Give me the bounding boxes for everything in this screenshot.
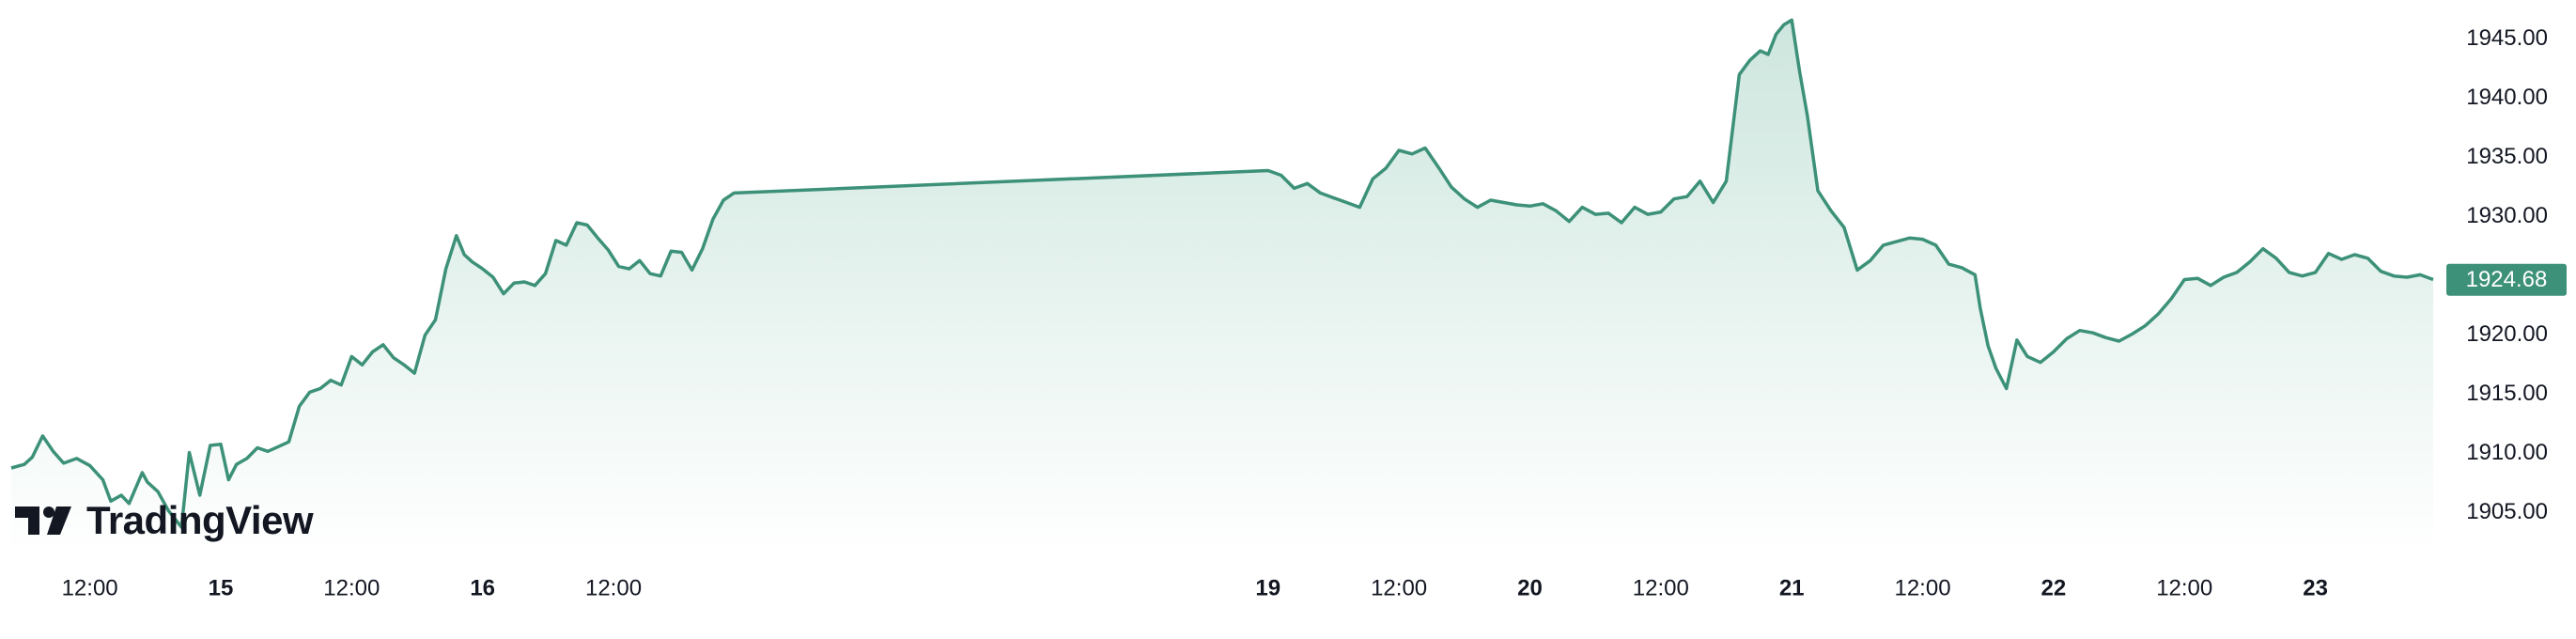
y-tick-label: 1910.00 [2466, 440, 2548, 465]
x-tick-label: 12:00 [62, 575, 118, 600]
x-tick-label: 22 [2041, 575, 2067, 600]
x-tick-label: 12:00 [585, 575, 642, 600]
x-tick-label: 12:00 [2156, 575, 2212, 600]
y-tick-label: 1920.00 [2466, 321, 2548, 347]
x-tick-label: 21 [1779, 575, 1805, 600]
brand-name: TradingView [86, 498, 314, 542]
x-tick-label: 15 [209, 575, 234, 600]
y-tick-label: 1935.00 [2466, 144, 2548, 169]
last-price-label: 1924.68 [2466, 267, 2548, 292]
price-axis[interactable]: 1945.00 1940.00 1935.00 1930.00 1920.00 1915.… [2466, 25, 2548, 524]
y-tick-label: 1915.00 [2466, 381, 2548, 406]
price-line-series [10, 18, 2434, 529]
x-tick-label: 19 [1255, 575, 1280, 600]
x-tick-label: 16 [470, 575, 495, 600]
x-tick-label: 20 [1517, 575, 1543, 600]
last-price-tag-background [2446, 263, 2567, 296]
plot-area [10, 18, 2434, 555]
y-tick-label: 1930.00 [2466, 203, 2548, 228]
price-area-fill [11, 20, 2433, 555]
y-tick-label: 1905.00 [2466, 499, 2548, 524]
x-tick-label: 12:00 [1633, 575, 1689, 600]
x-tick-label: 12:00 [323, 575, 380, 600]
y-tick-label: 1945.00 [2466, 25, 2548, 51]
last-price-tag: 1924.68 [2446, 263, 2567, 296]
tradingview-logo-icon [15, 507, 71, 535]
x-tick-label: 12:00 [1894, 575, 1950, 600]
x-tick-label: 12:00 [1371, 575, 1427, 600]
tradingview-logo[interactable]: TradingView [15, 498, 314, 543]
time-axis[interactable]: 12:00 15 12:00 16 12:00 19 12:00 20 12:00 21 12:00… [62, 575, 2328, 600]
y-tick-label: 1940.00 [2466, 85, 2548, 110]
x-tick-label: 23 [2303, 575, 2328, 600]
